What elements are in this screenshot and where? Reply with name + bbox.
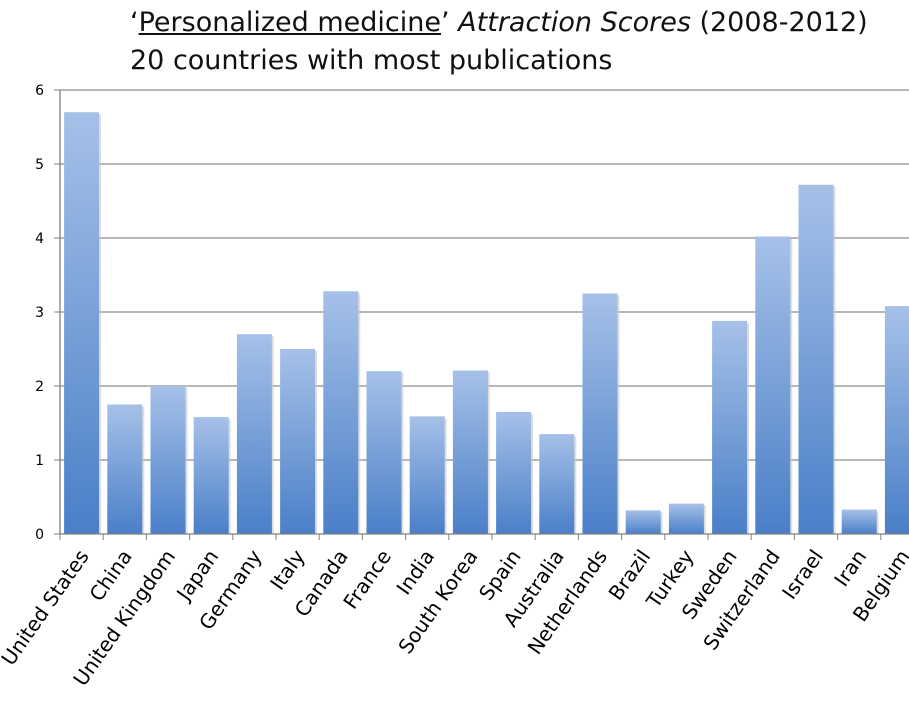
bar-china (107, 404, 143, 534)
bar-belgium (884, 306, 909, 534)
bar-india (409, 416, 445, 534)
title-italic: Attraction Scores (458, 7, 691, 38)
bar-united-states (64, 112, 100, 534)
bar-iran (841, 509, 877, 534)
bar-south-korea (452, 370, 488, 534)
bar-canada (323, 291, 359, 534)
title-line-1: ‘Personalized medicine’ Attraction Score… (130, 4, 868, 42)
bar-germany (236, 334, 272, 534)
x-tick-label: Israel (777, 545, 828, 604)
bar-brazil (625, 510, 661, 534)
bars (64, 112, 909, 534)
bar-japan (193, 417, 229, 534)
bar-italy (280, 349, 316, 534)
y-tick-label: 4 (35, 231, 44, 247)
bar-sweden (712, 320, 748, 534)
title-quote-close: ’ (441, 7, 459, 38)
bar-spain (496, 411, 532, 534)
y-tick-label: 6 (35, 83, 44, 99)
y-tick-label: 5 (35, 157, 44, 173)
bar-turkey (668, 503, 704, 534)
bar-israel (798, 184, 834, 534)
y-tick-label: 0 (35, 527, 44, 543)
y-tick-labels: 0 1 2 3 4 5 6 (35, 83, 60, 543)
bar-netherlands (582, 293, 618, 534)
chart-subtitle: 20 countries with most publications (130, 45, 613, 76)
x-tick-label: United States (0, 545, 94, 670)
title-rest: (2008-2012) (690, 7, 868, 38)
bar-australia (539, 434, 575, 534)
y-tick-label: 2 (35, 379, 44, 395)
x-tick-label: Iran (829, 545, 871, 591)
y-tick-label: 3 (35, 305, 44, 321)
y-tick-label: 1 (35, 453, 44, 469)
chart-title: ‘Personalized medicine’ Attraction Score… (130, 4, 868, 80)
bar-france (366, 371, 402, 534)
bar-switzerland (755, 236, 791, 534)
bar-united-kingdom (150, 386, 186, 534)
title-underlined: Personalized medicine (138, 7, 441, 38)
title-quote-open: ‘ (130, 7, 139, 38)
